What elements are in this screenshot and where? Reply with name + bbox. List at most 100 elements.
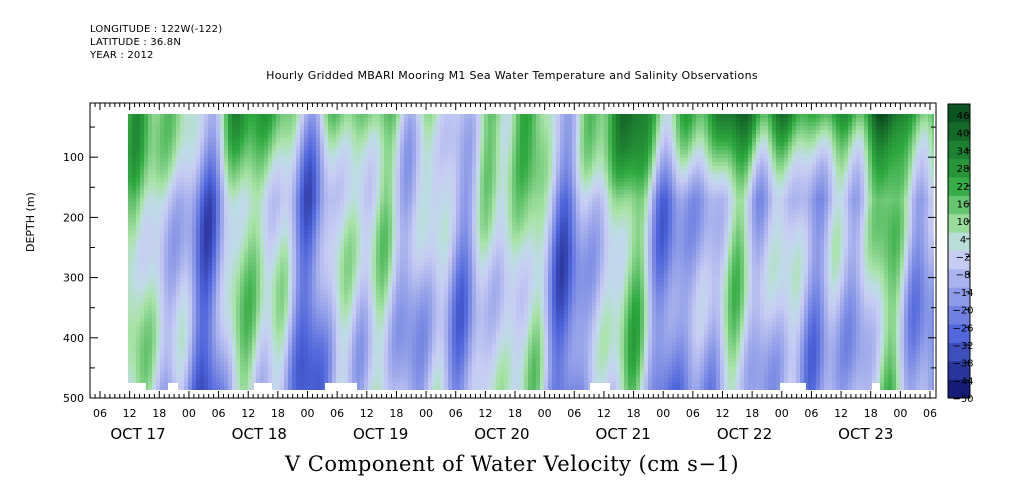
heatmap-cell — [276, 298, 281, 303]
heatmap-cell — [188, 206, 193, 211]
heatmap-cell — [128, 342, 133, 347]
heatmap-cell — [276, 210, 281, 215]
heatmap-cell — [376, 122, 381, 127]
heatmap-cell — [144, 250, 149, 255]
heatmap-cell — [240, 358, 245, 363]
heatmap-cell — [172, 198, 177, 203]
heatmap-cell — [220, 358, 225, 363]
heatmap-cell — [208, 334, 213, 339]
heatmap-cell — [168, 130, 173, 135]
heatmap-cell — [396, 302, 401, 307]
heatmap-cell — [368, 290, 373, 295]
heatmap-cell — [312, 254, 317, 259]
heatmap-cell — [232, 138, 237, 143]
heatmap-cell — [376, 226, 381, 231]
heatmap-cell — [180, 286, 185, 291]
heatmap-cell — [396, 222, 401, 227]
heatmap-cell — [216, 178, 221, 183]
heatmap-cell — [176, 310, 181, 315]
heatmap-cell — [156, 378, 161, 383]
heatmap-cell — [388, 182, 393, 187]
heatmap-cell — [288, 362, 293, 367]
heatmap-cell — [184, 134, 189, 139]
heatmap-cell — [396, 194, 401, 199]
heatmap-cell — [152, 150, 157, 155]
heatmap-cell — [208, 314, 213, 319]
heatmap-cell — [352, 174, 357, 179]
heatmap-cell — [392, 334, 397, 339]
heatmap-cell — [172, 238, 177, 243]
heatmap-cell — [196, 166, 201, 171]
heatmap-cell — [284, 350, 289, 355]
heatmap-cell — [220, 274, 225, 279]
heatmap-cell — [332, 234, 337, 239]
heatmap-cell — [252, 166, 257, 171]
heatmap-cell — [300, 346, 305, 351]
heatmap-cell — [224, 222, 229, 227]
heatmap-cell — [168, 114, 173, 119]
heatmap-cell — [132, 374, 137, 379]
heatmap-cell — [264, 194, 269, 199]
heatmap-cell — [256, 162, 261, 167]
heatmap-cell — [196, 154, 201, 159]
heatmap-cell — [188, 382, 193, 387]
heatmap-cell — [344, 278, 349, 283]
heatmap-cell — [140, 166, 145, 171]
heatmap-cell — [328, 178, 333, 183]
heatmap-cell — [148, 226, 153, 231]
heatmap-cell — [344, 126, 349, 131]
heatmap-cell — [264, 350, 269, 355]
heatmap-cell — [280, 270, 285, 275]
heatmap-cell — [272, 318, 277, 323]
heatmap-cell — [316, 258, 321, 263]
heatmap-cell — [224, 266, 229, 271]
heatmap-cell — [280, 306, 285, 311]
heatmap-cell — [260, 374, 265, 379]
heatmap-cell — [360, 334, 365, 339]
heatmap-cell — [336, 210, 341, 215]
heatmap-cell — [392, 342, 397, 347]
heatmap-cell — [348, 334, 353, 339]
heatmap-cell — [364, 338, 369, 343]
heatmap-cell — [312, 246, 317, 251]
heatmap-cell — [324, 346, 329, 351]
heatmap-cell — [392, 362, 397, 367]
heatmap-cell — [128, 146, 133, 151]
heatmap-cell — [244, 310, 249, 315]
heatmap-cell — [172, 330, 177, 335]
heatmap-cell — [140, 350, 145, 355]
heatmap-cell — [360, 122, 365, 127]
heatmap-cell — [272, 282, 277, 287]
heatmap-cell — [388, 382, 393, 387]
heatmap-cell — [288, 290, 293, 295]
heatmap-cell — [384, 174, 389, 179]
heatmap-cell — [352, 186, 357, 191]
heatmap-cell — [204, 190, 209, 195]
heatmap-cell — [392, 122, 397, 127]
heatmap-cell — [296, 178, 301, 183]
year-label: YEAR : 2012 — [90, 50, 154, 61]
heatmap-cell — [144, 226, 149, 231]
heatmap-cell — [324, 362, 329, 367]
heatmap-cell — [140, 342, 145, 347]
heatmap-cell — [180, 262, 185, 267]
heatmap-cell — [156, 114, 161, 119]
heatmap-cell — [400, 138, 405, 143]
heatmap-cell — [204, 314, 209, 319]
heatmap-cell — [192, 238, 197, 243]
heatmap-cell — [328, 174, 333, 179]
heatmap-cell — [156, 206, 161, 211]
heatmap-cell — [252, 346, 257, 351]
heatmap-cell — [188, 350, 193, 355]
heatmap-cell — [412, 378, 417, 383]
heatmap-cell — [360, 338, 365, 343]
heatmap-cell — [284, 154, 289, 159]
heatmap-cell — [248, 190, 253, 195]
heatmap-cell — [352, 366, 357, 371]
heatmap-cell — [324, 230, 329, 235]
heatmap-cell — [148, 314, 153, 319]
heatmap-cell — [304, 126, 309, 131]
heatmap-cell — [224, 242, 229, 247]
heatmap-cell — [148, 310, 153, 315]
heatmap-cell — [200, 222, 205, 227]
